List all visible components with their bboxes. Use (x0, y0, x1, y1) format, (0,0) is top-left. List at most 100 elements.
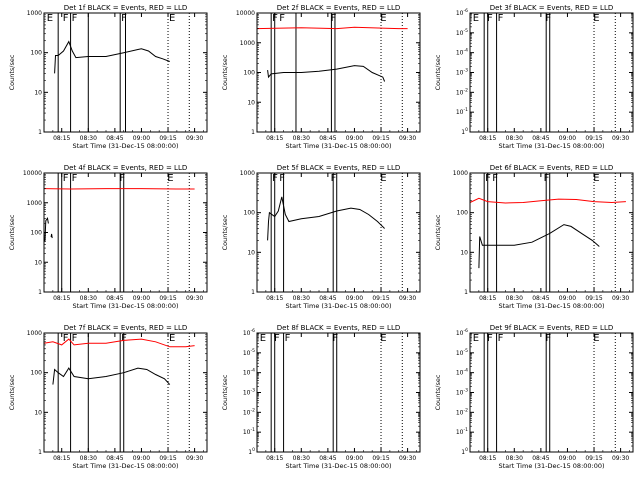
x-tick-label: 09:00 (559, 455, 576, 462)
y-tick-label: 1000 (27, 330, 42, 337)
y-tick-label: 1000 (27, 200, 42, 207)
x-tick-label: 09:15 (159, 455, 176, 462)
x-tick-label: 08:30 (293, 295, 310, 302)
flag-label: E (473, 13, 479, 24)
x-tick-label: 08:45 (319, 135, 336, 142)
x-tick-label: 08:30 (80, 455, 97, 462)
y-tick-label: 100 (31, 50, 43, 57)
plot-frame (469, 172, 634, 293)
y-tick-label: 10-6 (456, 8, 468, 17)
flag-label: F (492, 173, 498, 184)
y-axis-label: Counts/sec (434, 214, 442, 250)
x-tick-label: 09:00 (559, 295, 576, 302)
data-series-lld-line (43, 338, 195, 348)
x-tick-label: 09:15 (159, 295, 176, 302)
flag-label: F (279, 173, 285, 184)
x-tick-label: 09:30 (399, 135, 416, 142)
x-tick-label: 08:15 (479, 295, 496, 302)
x-axis-label: Start Time (31-Dec-15 08:00:00) (72, 462, 178, 470)
x-tick-label: 09:15 (159, 135, 176, 142)
y-tick-label: 1000 (240, 170, 255, 177)
x-axis-label: Start Time (31-Dec-15 08:00:00) (285, 302, 391, 310)
x-tick-label: 08:15 (266, 295, 283, 302)
data-series-events-line (44, 217, 49, 242)
y-tick-label: 10-2 (456, 87, 468, 96)
y-axis-label: Counts/sec (221, 374, 229, 410)
flag-label: F (63, 173, 69, 184)
flag-label: E (167, 173, 173, 184)
x-axis-label: Start Time (31-Dec-15 08:00:00) (285, 462, 391, 470)
y-tick-label: 10-6 (456, 328, 468, 337)
y-axis-label: Counts/sec (221, 54, 229, 90)
y-tick-label: 100 (457, 210, 469, 217)
x-tick-label: 09:30 (399, 455, 416, 462)
plot-frame (43, 172, 208, 293)
panel-title: Det 4f BLACK = Events, RED = LLD (64, 164, 187, 172)
flag-label: E (380, 333, 386, 344)
x-tick-label: 08:45 (319, 455, 336, 462)
plot-frame (43, 332, 208, 453)
panel-title: Det 2f BLACK = Events, RED = LLD (277, 4, 400, 12)
y-tick-label: 10-4 (456, 48, 468, 57)
x-tick-label: 08:45 (532, 455, 549, 462)
x-tick-label: 09:00 (346, 455, 363, 462)
x-tick-label: 08:45 (532, 295, 549, 302)
y-axis-label: Counts/sec (434, 54, 442, 90)
flag-label: F (72, 333, 78, 344)
flag-label: E (380, 173, 386, 184)
flag-label: F (121, 333, 127, 344)
flag-label: F (545, 13, 551, 24)
flag-label: F (72, 13, 78, 24)
y-tick-label: 1 (251, 129, 255, 136)
y-tick-label: 1 (464, 289, 468, 296)
x-tick-label: 08:30 (80, 295, 97, 302)
panel-title: Det 7f BLACK = Events, RED = LLD (64, 324, 187, 332)
panel-title: Det 8f BLACK = Events, RED = LLD (277, 324, 400, 332)
y-tick-label: 10-3 (456, 68, 468, 77)
flag-label: F (485, 173, 491, 184)
x-tick-label: 09:00 (133, 295, 150, 302)
flag-label: E (380, 13, 386, 24)
x-tick-label: 09:15 (372, 455, 389, 462)
y-tick-label: 10-4 (456, 368, 468, 377)
x-tick-label: 08:15 (53, 135, 70, 142)
y-tick-label: 10 (34, 89, 42, 96)
x-tick-label: 08:15 (53, 455, 70, 462)
plot-frame (469, 332, 634, 453)
flag-label: F (544, 173, 550, 184)
y-tick-label: 10-1 (243, 427, 255, 436)
data-series-events-line (267, 65, 386, 82)
flag-label: F (72, 173, 78, 184)
x-axis-label: Start Time (31-Dec-15 08:00:00) (498, 302, 604, 310)
flag-label: F (63, 333, 69, 344)
y-tick-label: 1 (38, 289, 42, 296)
data-series-lld-line (256, 26, 408, 30)
y-tick-label: 10-2 (243, 407, 255, 416)
x-tick-label: 08:45 (106, 455, 123, 462)
panel-title: Det 5f BLACK = Events, RED = LLD (277, 164, 400, 172)
data-series-events-line (52, 367, 171, 385)
x-tick-label: 09:15 (585, 135, 602, 142)
x-tick-label: 08:45 (106, 135, 123, 142)
y-tick-label: 10000 (236, 10, 255, 17)
x-tick-label: 08:15 (479, 135, 496, 142)
panel-title: Det 9f BLACK = Events, RED = LLD (490, 324, 613, 332)
x-axis-label: Start Time (31-Dec-15 08:00:00) (285, 142, 391, 150)
x-tick-label: 08:15 (266, 455, 283, 462)
flag-label: E (593, 333, 599, 344)
flag-label: E (593, 173, 599, 184)
flag-label: F (498, 13, 504, 24)
x-tick-label: 09:00 (559, 135, 576, 142)
x-tick-label: 09:30 (186, 295, 203, 302)
x-tick-label: 09:00 (133, 135, 150, 142)
y-tick-label: 10 (248, 447, 255, 456)
x-tick-label: 09:00 (346, 135, 363, 142)
x-tick-label: 08:30 (293, 455, 310, 462)
y-tick-label: 10-1 (456, 107, 468, 116)
